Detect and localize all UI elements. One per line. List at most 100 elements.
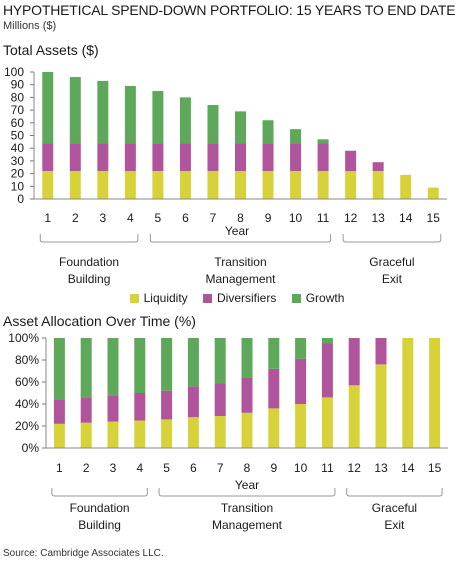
bar-segment-diversifiers	[179, 143, 191, 172]
legend-swatch-growth	[291, 294, 301, 303]
x-tick-label: 7	[217, 461, 224, 475]
y-tick-label: 40%	[15, 397, 39, 411]
bar-segment-growth	[187, 338, 199, 387]
bar-segment-growth	[214, 338, 226, 384]
x-tick-label: 15	[428, 461, 442, 475]
y-tick-label: 90	[11, 78, 25, 92]
bar-segment-liquidity	[290, 171, 302, 199]
x-tick-label: 10	[289, 211, 303, 225]
bar-segment-diversifiers	[161, 390, 173, 420]
bar-segment-growth	[97, 80, 109, 144]
phase-bracket	[149, 234, 332, 243]
bar-segment-liquidity	[53, 423, 65, 448]
bar-segment-growth	[235, 111, 246, 144]
legend-item-growth: Growth	[291, 291, 345, 305]
x-tick-label: 4	[127, 211, 134, 225]
bar-segment-diversifiers	[375, 338, 387, 365]
bar-segment-liquidity	[348, 385, 360, 448]
phase-label: Management	[205, 272, 276, 286]
bar-segment-liquidity	[161, 419, 173, 448]
bar-segment-diversifiers	[317, 143, 329, 172]
bar-segment-liquidity	[317, 171, 329, 199]
bar-segment-growth	[241, 338, 253, 378]
x-tick-label: 3	[99, 211, 106, 225]
bar-segment-liquidity	[268, 408, 280, 448]
bar-segment-liquidity	[295, 404, 307, 448]
phase-label: Building	[78, 518, 121, 532]
legend-item-liquidity: Liquidity	[129, 291, 188, 305]
x-axis-title: Year	[225, 224, 249, 238]
x-tick-label: 10	[294, 461, 308, 475]
bar-segment-diversifiers	[214, 383, 226, 417]
x-tick-label: 1	[44, 211, 51, 225]
x-tick-label: 7	[210, 211, 217, 225]
bar-segment-liquidity	[262, 171, 274, 199]
bar-segment-liquidity	[97, 171, 109, 199]
x-tick-label: 6	[182, 211, 189, 225]
bar-segment-liquidity	[402, 338, 414, 448]
phase-label: Exit	[382, 272, 403, 286]
bar-segment-diversifiers	[80, 397, 92, 423]
y-tick-label: 60%	[15, 375, 39, 389]
phase-bracket	[158, 488, 336, 497]
bar-segment-growth	[161, 338, 173, 391]
y-tick-label: 70	[11, 103, 25, 117]
bar-segment-diversifiers	[97, 143, 109, 172]
bar-segment-liquidity	[187, 417, 199, 448]
x-tick-label: 2	[72, 211, 79, 225]
x-tick-label: 11	[321, 461, 334, 475]
bar-segment-liquidity	[372, 171, 384, 199]
x-tick-label: 8	[237, 211, 244, 225]
legend-swatch-diversifiers	[203, 294, 212, 303]
bar-segment-diversifiers	[268, 368, 280, 409]
bar-segment-diversifiers	[235, 143, 246, 172]
x-tick-label: 14	[401, 461, 415, 475]
phase-label: Foundation	[59, 255, 119, 269]
x-tick-label: 9	[265, 211, 272, 225]
phase-label: Exit	[384, 518, 405, 532]
phase-bracket	[39, 234, 139, 243]
legend-label-diversifiers: Diversifiers	[217, 291, 277, 305]
allocation-chart: 0%20%40%60%80%100%1 2 3 4 5 6 7 8 9 10 11 12 13 14 15Y…	[8, 333, 448, 532]
page-title: HYPOTHETICAL SPEND-DOWN PORTFOLIO: 15 YE…	[3, 2, 456, 18]
bar-segment-liquidity	[235, 171, 246, 199]
bar-segment-liquidity	[241, 412, 253, 448]
legend-label-growth: Growth	[305, 291, 345, 305]
phase-bracket	[342, 234, 442, 243]
phase-label: Transition	[221, 501, 273, 515]
bar-segment-diversifiers	[321, 343, 333, 398]
y-tick-label: 50	[11, 129, 25, 143]
phase-label: Graceful	[369, 255, 414, 269]
x-tick-label: 2	[83, 461, 90, 475]
bar-segment-liquidity	[427, 187, 439, 199]
legend-swatch-liquidity	[129, 294, 139, 303]
x-axis-title: Year	[235, 478, 259, 492]
bar-segment-diversifiers	[345, 150, 357, 172]
source-note: Source: Cambridge Associates LLC.	[3, 548, 164, 559]
bar-segment-diversifiers	[69, 143, 81, 172]
bar-segment-growth	[290, 129, 302, 144]
bar-segment-growth	[207, 105, 219, 144]
bar-segment-growth	[152, 91, 164, 144]
bar-segment-growth	[268, 338, 280, 369]
y-tick-label: 20%	[15, 419, 39, 433]
phase-label: Management	[212, 518, 283, 532]
bar-segment-liquidity	[134, 420, 146, 448]
bar-segment-diversifiers	[42, 143, 54, 172]
chart-legend: Liquidity Diversifiers Growth	[0, 291, 474, 305]
y-tick-label: 0%	[22, 441, 40, 455]
phase-label: Building	[68, 272, 111, 286]
phase-label: Transition	[214, 255, 266, 269]
bar-segment-liquidity	[321, 397, 333, 448]
bar-segment-liquidity	[214, 416, 226, 448]
allocation-chart-title: Asset Allocation Over Time (%)	[3, 313, 196, 329]
bar-segment-liquidity	[69, 171, 81, 199]
x-tick-label: 1	[56, 461, 63, 475]
bar-segment-growth	[80, 338, 92, 398]
x-tick-label: 13	[374, 461, 388, 475]
bar-segment-diversifiers	[134, 393, 146, 421]
phase-bracket	[51, 488, 148, 497]
bar-segment-diversifiers	[53, 399, 65, 424]
phase-bracket	[346, 488, 443, 497]
